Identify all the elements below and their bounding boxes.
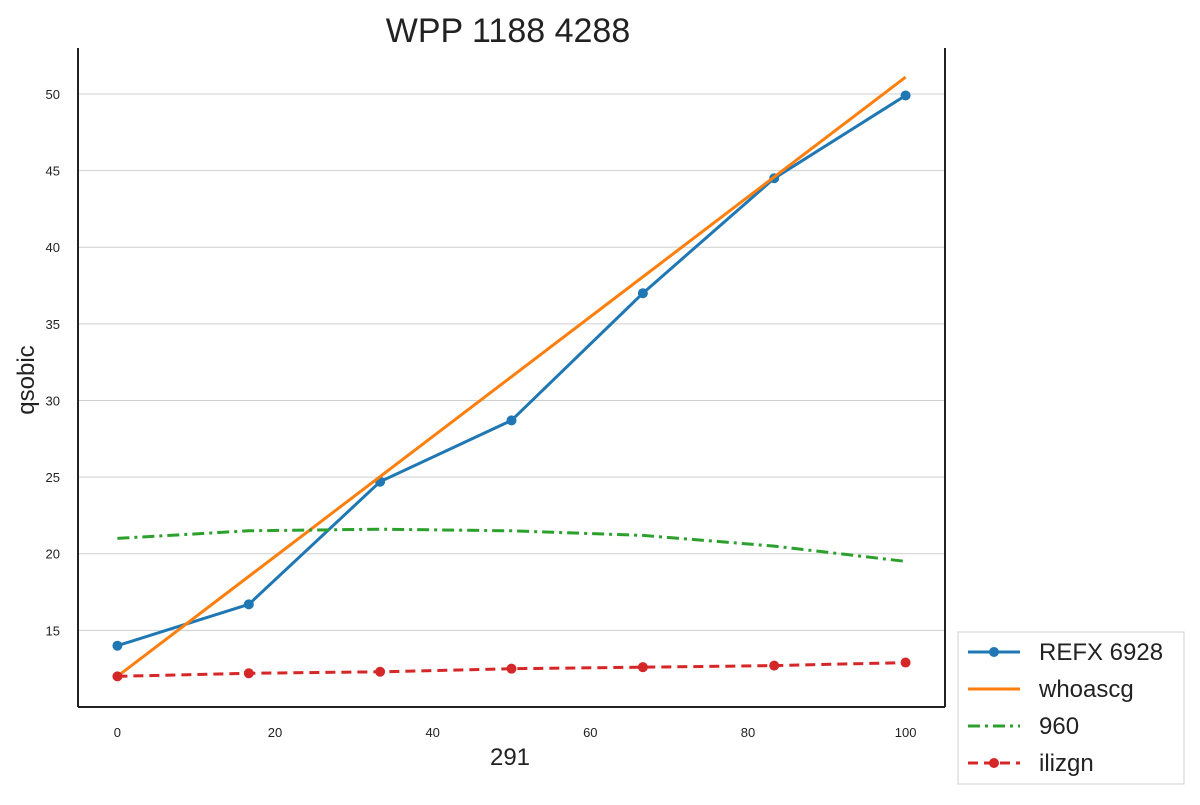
legend-label: 960 xyxy=(1039,713,1079,740)
series-line xyxy=(117,527,906,563)
y-axis-label: qsobic xyxy=(13,345,40,414)
data-point xyxy=(243,668,254,679)
x-tick-label: 40 xyxy=(425,725,439,740)
legend: REFX 6928 whoascg 960 ilizgn xyxy=(957,631,1185,785)
data-point xyxy=(375,666,386,677)
legend-marker xyxy=(989,758,999,768)
data-point xyxy=(637,288,648,299)
legend-entry: ilizgn xyxy=(968,750,1094,777)
y-tick-label: 30 xyxy=(46,393,60,408)
series-lines xyxy=(112,75,911,682)
legend-marker xyxy=(989,647,999,657)
legend-label: ilizgn xyxy=(1039,750,1094,777)
y-tick-label: 35 xyxy=(46,317,60,332)
series-0 xyxy=(112,90,911,651)
series-line xyxy=(116,75,907,678)
data-point xyxy=(900,90,911,101)
legend-entry: REFX 6928 xyxy=(968,639,1163,666)
data-point xyxy=(506,415,517,426)
legend-entry: whoascg xyxy=(968,676,1134,703)
y-gridlines xyxy=(78,93,945,631)
series-2 xyxy=(117,527,906,563)
x-tick-label: 0 xyxy=(114,725,121,740)
series-1 xyxy=(116,75,907,678)
series-3 xyxy=(112,657,911,682)
chart-title: WPP 1188 4288 xyxy=(386,12,630,50)
data-point xyxy=(900,657,911,668)
data-point xyxy=(637,662,648,673)
y-tick-label: 50 xyxy=(46,87,60,102)
axes xyxy=(77,48,946,708)
y-tick-label: 40 xyxy=(46,240,60,255)
data-point xyxy=(112,640,123,651)
data-point xyxy=(243,599,254,610)
data-point xyxy=(506,663,517,674)
y-tick-labels: 15 20 25 30 35 40 45 50 xyxy=(46,87,60,638)
data-point xyxy=(769,660,780,671)
x-tick-labels: 0 20 40 60 80 100 xyxy=(114,725,917,740)
legend-label: REFX 6928 xyxy=(1039,639,1163,666)
y-tick-label: 45 xyxy=(46,164,60,179)
x-tick-label: 20 xyxy=(268,725,282,740)
y-tick-label: 20 xyxy=(46,547,60,562)
series-line xyxy=(116,94,907,648)
x-tick-label: 100 xyxy=(895,725,917,740)
x-tick-label: 60 xyxy=(583,725,597,740)
legend-entry: 960 xyxy=(968,713,1079,740)
x-tick-label: 80 xyxy=(741,725,755,740)
legend-label: whoascg xyxy=(1038,676,1134,703)
x-axis-label: 291 xyxy=(490,744,530,771)
y-tick-label: 15 xyxy=(46,623,60,638)
data-point xyxy=(112,671,123,682)
y-tick-label: 25 xyxy=(46,470,60,485)
